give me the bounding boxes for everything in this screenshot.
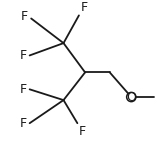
Text: F: F (20, 83, 27, 96)
Text: O: O (126, 91, 136, 103)
Circle shape (127, 92, 136, 102)
Text: F: F (20, 117, 27, 130)
Text: F: F (81, 1, 88, 14)
Text: F: F (20, 49, 27, 62)
Text: F: F (79, 125, 86, 138)
Text: F: F (21, 10, 28, 23)
